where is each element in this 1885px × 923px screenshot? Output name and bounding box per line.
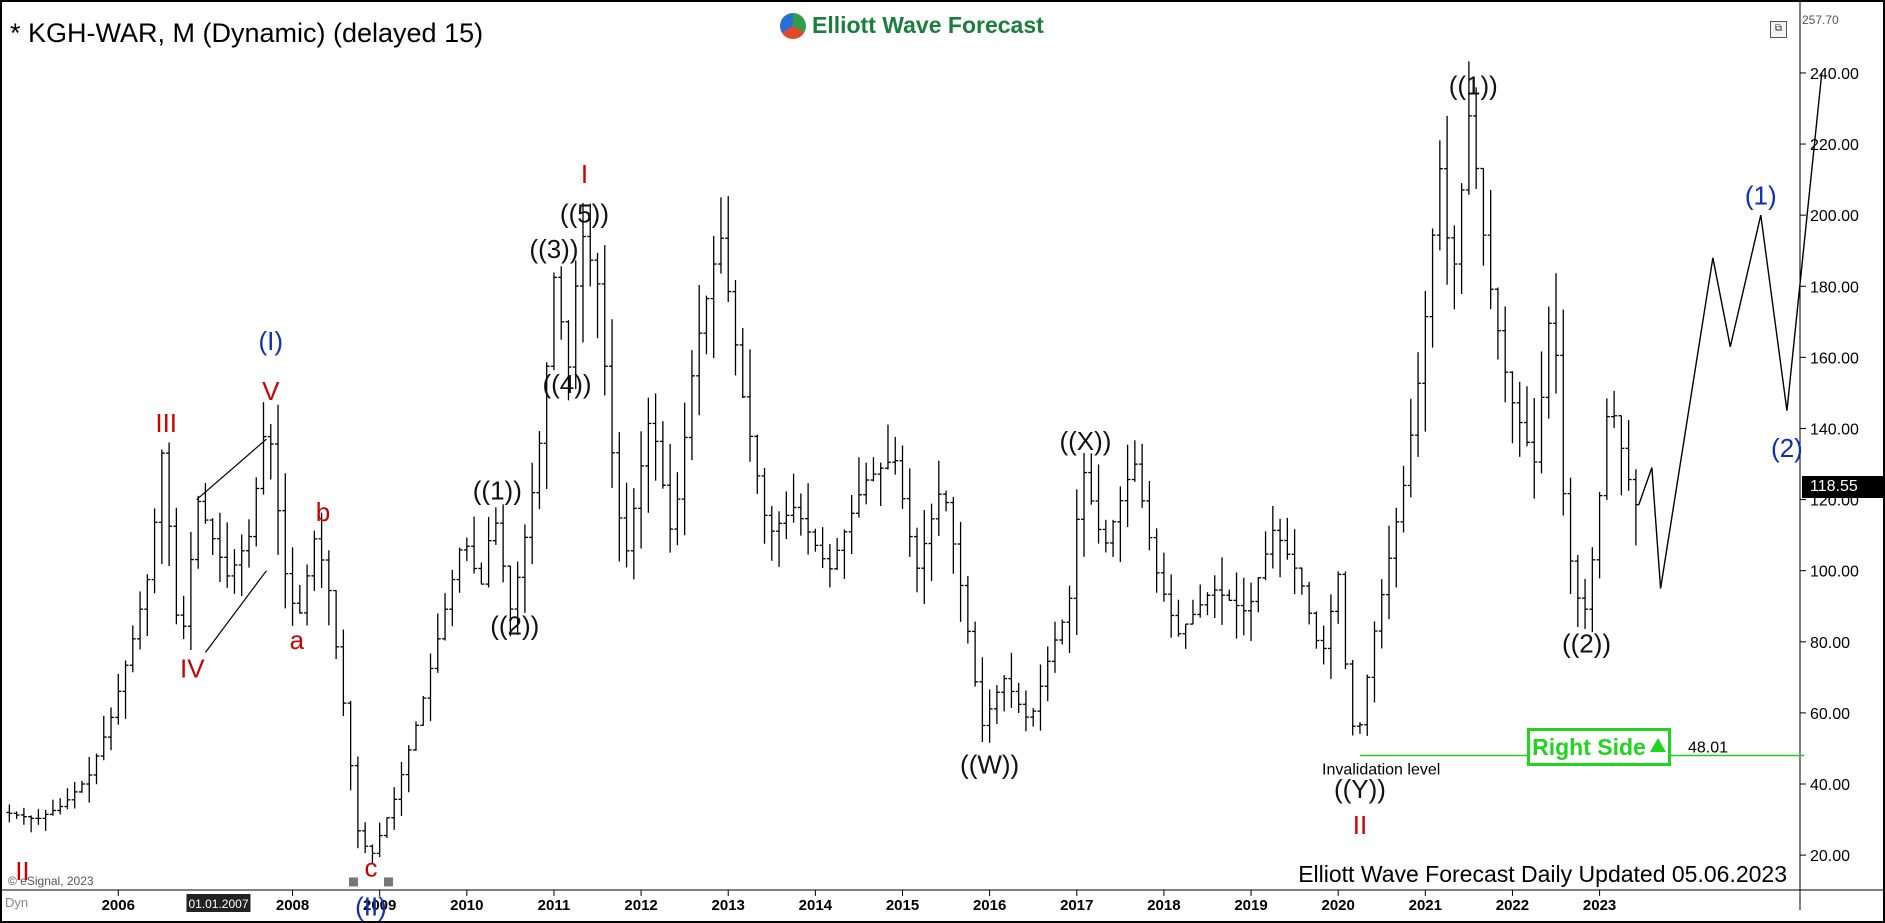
y-tick-label: 60.00 — [1810, 706, 1850, 723]
x-tick-label: 2014 — [799, 897, 833, 914]
wave-label: ((2)) — [1562, 628, 1611, 658]
wave-label: II — [15, 856, 29, 886]
cursor-date-label: 01.01.2007 — [188, 897, 248, 911]
wedge-line — [204, 570, 267, 653]
wave-label: ((X)) — [1059, 426, 1111, 456]
x-tick-label: 2010 — [450, 897, 483, 914]
wave-label: V — [262, 376, 280, 406]
brand-name: Elliott Wave Forecast — [812, 12, 1044, 38]
x-tick-label: 2009 — [363, 897, 396, 914]
dyn-label[interactable]: Dyn — [5, 895, 29, 910]
x-tick-label: 2023 — [1583, 897, 1616, 914]
x-tick-label: 2022 — [1496, 897, 1529, 914]
wave-label: (I) — [258, 326, 283, 356]
invalidation-label: Invalidation level — [1322, 762, 1440, 779]
x-tick-label: 2011 — [538, 897, 571, 914]
x-tick-label: 2013 — [712, 897, 745, 914]
wave-label: ((2)) — [490, 611, 539, 641]
wave-label: a — [290, 625, 305, 655]
axis-top-price: 257.70 — [1802, 13, 1839, 27]
x-tick-label: 2021 — [1409, 897, 1442, 914]
wave-label: c — [364, 852, 377, 882]
wave-label: I — [581, 159, 588, 189]
wave-label: II — [1353, 810, 1367, 840]
y-tick-label: 200.00 — [1810, 208, 1859, 225]
y-tick-label: 160.00 — [1810, 350, 1859, 367]
wave-label: ((1)) — [473, 476, 522, 506]
x-tick-label: 2020 — [1321, 897, 1354, 914]
wave-label: ((3)) — [529, 234, 578, 264]
last-price-tag: 118.55 — [1802, 476, 1885, 498]
ohlc-bars — [6, 61, 1639, 865]
wave-labels: IIIIIIVV(I)bac(II)((1))((2))((3))((4))((… — [15, 70, 1803, 921]
x-tick-label: 2016 — [973, 897, 1006, 914]
copyright-text: © eSignal, 2023 — [8, 874, 94, 888]
wave-label: ((4)) — [542, 369, 591, 399]
brand-logo: Elliott Wave Forecast — [780, 12, 1044, 39]
y-tick-label: 80.00 — [1810, 635, 1850, 652]
wave-label: ((W)) — [960, 749, 1019, 779]
y-tick-label: 100.00 — [1810, 564, 1859, 581]
wave-label: III — [155, 408, 177, 438]
marker-square — [348, 877, 358, 887]
y-tick-label: 20.00 — [1810, 848, 1850, 865]
x-tick-label: 2019 — [1234, 897, 1267, 914]
x-tick-label: 2012 — [624, 897, 657, 914]
x-tick-label: 2008 — [276, 897, 309, 914]
cursor-date-box — [186, 894, 251, 912]
x-tick-label: 2015 — [886, 897, 919, 914]
projection-path — [1638, 72, 1823, 589]
wedge-line — [196, 438, 267, 501]
y-tick-label: 220.00 — [1810, 137, 1859, 154]
invalidation-value: 48.01 — [1688, 740, 1728, 757]
x-tick-label: 2006 — [102, 897, 135, 914]
update-caption: Elliott Wave Forecast Daily Updated 05.0… — [1298, 861, 1787, 887]
wave-label: (II) — [355, 892, 387, 922]
right-side-label: Right Side — [1532, 733, 1646, 760]
x-tick-label: 2018 — [1147, 897, 1180, 914]
globe-icon — [780, 12, 806, 39]
wave-label: ((1)) — [1449, 70, 1498, 100]
restore-window-button[interactable]: ⧉ — [1770, 21, 1787, 38]
wave-label: ((Y)) — [1334, 774, 1386, 804]
marker-square — [383, 877, 393, 887]
wave-label: (1) — [1745, 180, 1777, 210]
wave-label: (2) — [1771, 433, 1803, 463]
wave-label: b — [316, 497, 330, 527]
right-side-badge: Right Side — [1527, 728, 1671, 766]
wave-label: IV — [180, 653, 205, 683]
x-tick-label: 2017 — [1060, 897, 1093, 914]
chart-title: * KGH-WAR, M (Dynamic) (delayed 15) — [10, 18, 484, 48]
y-tick-label: 180.00 — [1810, 279, 1859, 296]
wave-label: ((5)) — [560, 198, 609, 228]
y-tick-label: 240.00 — [1810, 66, 1859, 83]
arrow-up-icon — [1649, 738, 1666, 752]
y-tick-label: 40.00 — [1810, 777, 1850, 794]
y-tick-label: 140.00 — [1810, 421, 1859, 438]
